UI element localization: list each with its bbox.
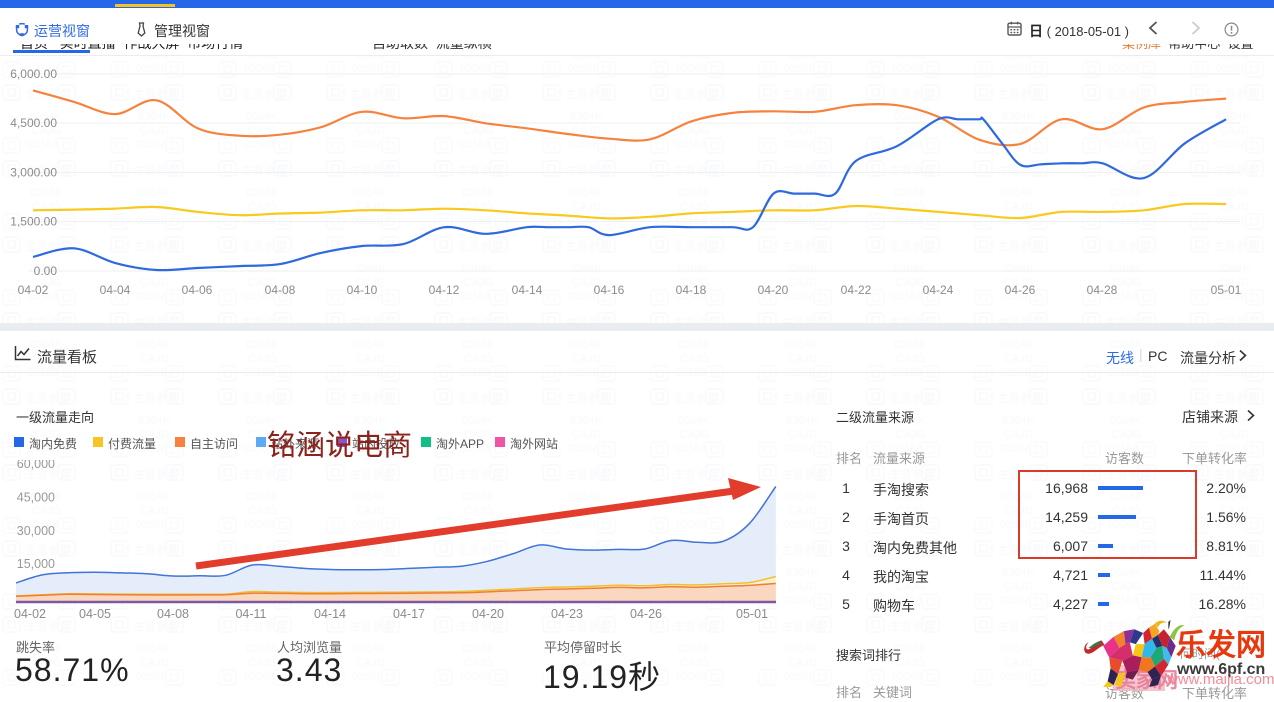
svg-text:1,500.00: 1,500.00 (10, 215, 57, 229)
svg-text:04-26: 04-26 (1005, 283, 1036, 297)
svg-text:3,000.00: 3,000.00 (10, 166, 57, 180)
svg-text:04-26: 04-26 (630, 607, 662, 621)
svg-text:04-17: 04-17 (393, 607, 425, 621)
svg-text:05-01: 05-01 (1211, 283, 1242, 297)
svg-text:04-28: 04-28 (1087, 283, 1118, 297)
svg-text:04-20: 04-20 (758, 283, 789, 297)
svg-text:04-18: 04-18 (676, 283, 707, 297)
svg-text:04-14: 04-14 (314, 607, 346, 621)
svg-text:04-16: 04-16 (594, 283, 625, 297)
svg-text:04-04: 04-04 (100, 283, 131, 297)
svg-text:04-10: 04-10 (347, 283, 378, 297)
svg-text:04-20: 04-20 (472, 607, 504, 621)
svg-text:4,500.00: 4,500.00 (10, 116, 57, 130)
svg-text:04-06: 04-06 (182, 283, 213, 297)
svg-text:04-14: 04-14 (512, 283, 543, 297)
svg-text:04-11: 04-11 (235, 607, 266, 621)
svg-text:04-22: 04-22 (841, 283, 872, 297)
svg-text:04-08: 04-08 (265, 283, 296, 297)
svg-text:04-24: 04-24 (923, 283, 954, 297)
svg-text:60,000: 60,000 (17, 460, 55, 471)
svg-text:www.6pf.cn: www.6pf.cn (1176, 661, 1265, 678)
svg-text:04-23: 04-23 (551, 607, 583, 621)
svg-text:乐发网: 乐发网 (1176, 629, 1266, 662)
svg-text:www.maijia.com: www.maijia.com (1166, 671, 1274, 688)
svg-text:04-05: 04-05 (79, 607, 111, 621)
svg-text:04-08: 04-08 (157, 607, 189, 621)
svg-text:04-12: 04-12 (429, 283, 460, 297)
svg-text:05-01: 05-01 (736, 607, 768, 621)
svg-text:问时间(: 问时间( (1180, 647, 1220, 661)
svg-text:04-02: 04-02 (18, 283, 49, 297)
svg-text:6,000.00: 6,000.00 (10, 67, 57, 81)
svg-text:45,000: 45,000 (17, 491, 55, 505)
svg-text:0.00: 0.00 (34, 264, 58, 278)
svg-text:15,000: 15,000 (17, 557, 55, 571)
svg-text:04-02: 04-02 (14, 607, 46, 621)
svg-text:30,000: 30,000 (17, 524, 55, 538)
